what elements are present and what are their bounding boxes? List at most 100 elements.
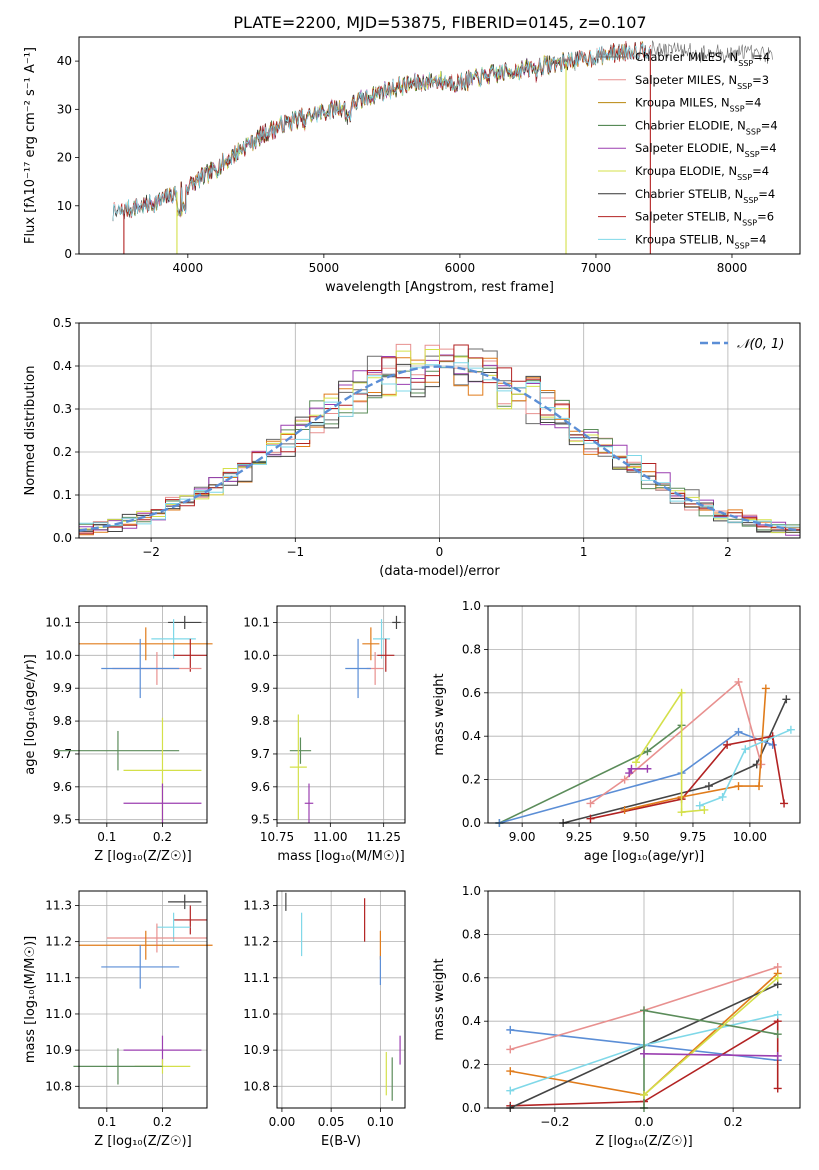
x-axis-label: mass [log₁₀(M/M☉)] xyxy=(277,849,404,864)
x-tick-label: 11.00 xyxy=(313,830,347,844)
x-tick-label: 0.2 xyxy=(153,830,172,844)
weight-point-marker xyxy=(586,799,595,808)
legend-label: Kroupa MILES, NSSP=4 xyxy=(635,96,761,114)
y-tick-label: 10.8 xyxy=(243,1079,270,1093)
y-axis-label: Flux [fλ10⁻¹⁷ erg cm⁻² s⁻¹ A⁻¹] xyxy=(23,47,38,244)
y-tick-label: 11.2 xyxy=(243,935,270,949)
legend-label: Chabrier MILES, NSSP=4 xyxy=(635,50,770,68)
y-tick-label: 0.2 xyxy=(462,1058,481,1072)
y-axis-label: mass weight xyxy=(432,958,447,1040)
weight-series-line xyxy=(699,728,792,807)
weight-point-marker xyxy=(773,1084,782,1093)
age-vs-mass-panel: 10.75 11.00 11.25 9.5 9.6 9.7 9.8 9.9 10.0 10.1 ma… xyxy=(243,605,406,864)
weight-point-marker xyxy=(677,808,686,817)
weight-point-marker xyxy=(704,782,713,791)
x-axis-label: Z [log₁₀(Z/Z☉)] xyxy=(595,1134,692,1149)
spectrum-series-line xyxy=(112,43,637,222)
y-tick-label: 0.0 xyxy=(462,816,481,830)
weight-series-line xyxy=(635,690,705,813)
x-axis-label: Z [log₁₀(Z/Z☉)] xyxy=(94,849,191,864)
spectrum-series-line xyxy=(133,54,567,217)
y-tick-label: 30 xyxy=(57,102,72,116)
weight-vs-age-panel: 9.00 9.25 9.50 9.75 10.00 0.0 0.2 0.4 0.6 0.8 1.0 a… xyxy=(432,599,801,864)
weight-point-marker xyxy=(723,740,732,749)
y-tick-label: 0.3 xyxy=(53,402,72,416)
weight-series-line xyxy=(563,698,788,824)
x-tick-label: 0.00 xyxy=(269,1115,296,1129)
x-tick-label: 7000 xyxy=(581,261,612,275)
x-tick-label: −0.2 xyxy=(540,1115,569,1129)
weight-point-marker xyxy=(734,727,743,736)
y-tick-label: 9.9 xyxy=(53,681,72,695)
histogram-series xyxy=(79,363,800,533)
x-axis-label: wavelength [Angstrom, rest frame] xyxy=(325,280,554,295)
y-tick-label: 0.5 xyxy=(53,316,72,330)
y-tick-label: 0.1 xyxy=(53,488,72,502)
x-tick-label: 5000 xyxy=(309,261,340,275)
axes-frame xyxy=(276,605,406,824)
weight-point-marker xyxy=(780,799,789,808)
weight-point-marker xyxy=(506,1045,515,1054)
weight-vs-metallicity-panel: −0.2 0.0 0.2 0.0 0.2 0.4 0.6 0.8 1.0 Z [log₁₀(Z/Z… xyxy=(432,884,801,1149)
y-tick-label: 10.0 xyxy=(243,648,270,662)
x-tick-label: −1 xyxy=(286,545,304,559)
age-vs-metallicity-panel: 0.1 0.2 9.5 9.6 9.7 9.8 9.9 10.0 10.1 Z [log₁₀(Z/… xyxy=(23,605,213,864)
weight-series-line xyxy=(643,977,779,1096)
weight-point-marker xyxy=(773,1051,782,1060)
x-tick-label: 0.0 xyxy=(634,1115,653,1129)
normal-curve xyxy=(78,365,801,532)
weight-point-marker xyxy=(506,1067,515,1076)
y-tick-label: 11.2 xyxy=(45,935,72,949)
weight-point-marker xyxy=(773,1010,782,1019)
weight-series-line xyxy=(643,1009,778,1108)
weight-point-marker xyxy=(718,792,727,801)
x-tick-label: 9.75 xyxy=(680,830,707,844)
y-tick-label: 0.8 xyxy=(462,642,481,656)
x-tick-label: 11.25 xyxy=(366,830,400,844)
weight-point-marker xyxy=(741,745,750,754)
y-tick-label: 0.6 xyxy=(462,971,481,985)
y-tick-label: 9.9 xyxy=(251,681,270,695)
weight-point-marker xyxy=(782,695,791,704)
y-tick-label: 0.4 xyxy=(462,1014,481,1028)
x-tick-label: 0.10 xyxy=(367,1115,394,1129)
weight-point-marker xyxy=(506,1086,515,1095)
weight-point-marker xyxy=(620,775,629,784)
y-tick-label: 9.6 xyxy=(251,780,270,794)
y-tick-label: 10.0 xyxy=(45,648,72,662)
spectrum-series-line xyxy=(119,40,651,219)
y-tick-label: 9.7 xyxy=(53,747,72,761)
weight-point-marker xyxy=(643,764,652,773)
spectrum-series-line xyxy=(133,54,567,217)
x-tick-label: 0.1 xyxy=(97,1115,116,1129)
y-tick-label: 9.6 xyxy=(53,780,72,794)
weight-point-marker xyxy=(586,814,595,823)
y-tick-label: 0.6 xyxy=(462,686,481,700)
mass-vs-metallicity-panel: 0.1 0.2 10.8 10.9 11.0 11.1 11.2 11.3 Z [log₁₀(Z… xyxy=(23,890,213,1149)
x-tick-label: 0.05 xyxy=(318,1115,345,1129)
y-tick-label: 11.0 xyxy=(243,1007,270,1021)
spectrum-series-line xyxy=(176,54,566,217)
x-tick-label: 0.2 xyxy=(153,1115,172,1129)
y-tick-label: 10.1 xyxy=(45,615,72,629)
y-tick-label: 0 xyxy=(64,247,72,261)
axes-frame xyxy=(276,890,406,1109)
y-tick-label: 11.3 xyxy=(45,898,72,912)
y-tick-label: 11.1 xyxy=(243,971,270,985)
y-tick-label: 0.2 xyxy=(53,445,72,459)
y-tick-label: 10.8 xyxy=(45,1079,72,1093)
figure-title: PLATE=2200, MJD=53875, FIBERID=0145, z=0… xyxy=(233,13,646,32)
weight-point-marker xyxy=(734,677,743,686)
x-axis-label: (data-model)/error xyxy=(379,564,500,579)
y-axis-label: Normed distribution xyxy=(23,366,38,496)
legend-label: Chabrier ELODIE, NSSP=4 xyxy=(635,118,778,136)
weight-point-marker xyxy=(734,782,743,791)
x-axis-label: age [log₁₀(age/yr)] xyxy=(584,849,705,864)
y-tick-label: 10.9 xyxy=(45,1043,72,1057)
weight-point-marker xyxy=(700,805,709,814)
y-tick-label: 0.2 xyxy=(462,773,481,787)
y-tick-label: 9.5 xyxy=(53,813,72,827)
x-tick-label: 2 xyxy=(724,545,732,559)
y-tick-label: 10 xyxy=(57,199,72,213)
x-tick-label: 1 xyxy=(580,545,588,559)
